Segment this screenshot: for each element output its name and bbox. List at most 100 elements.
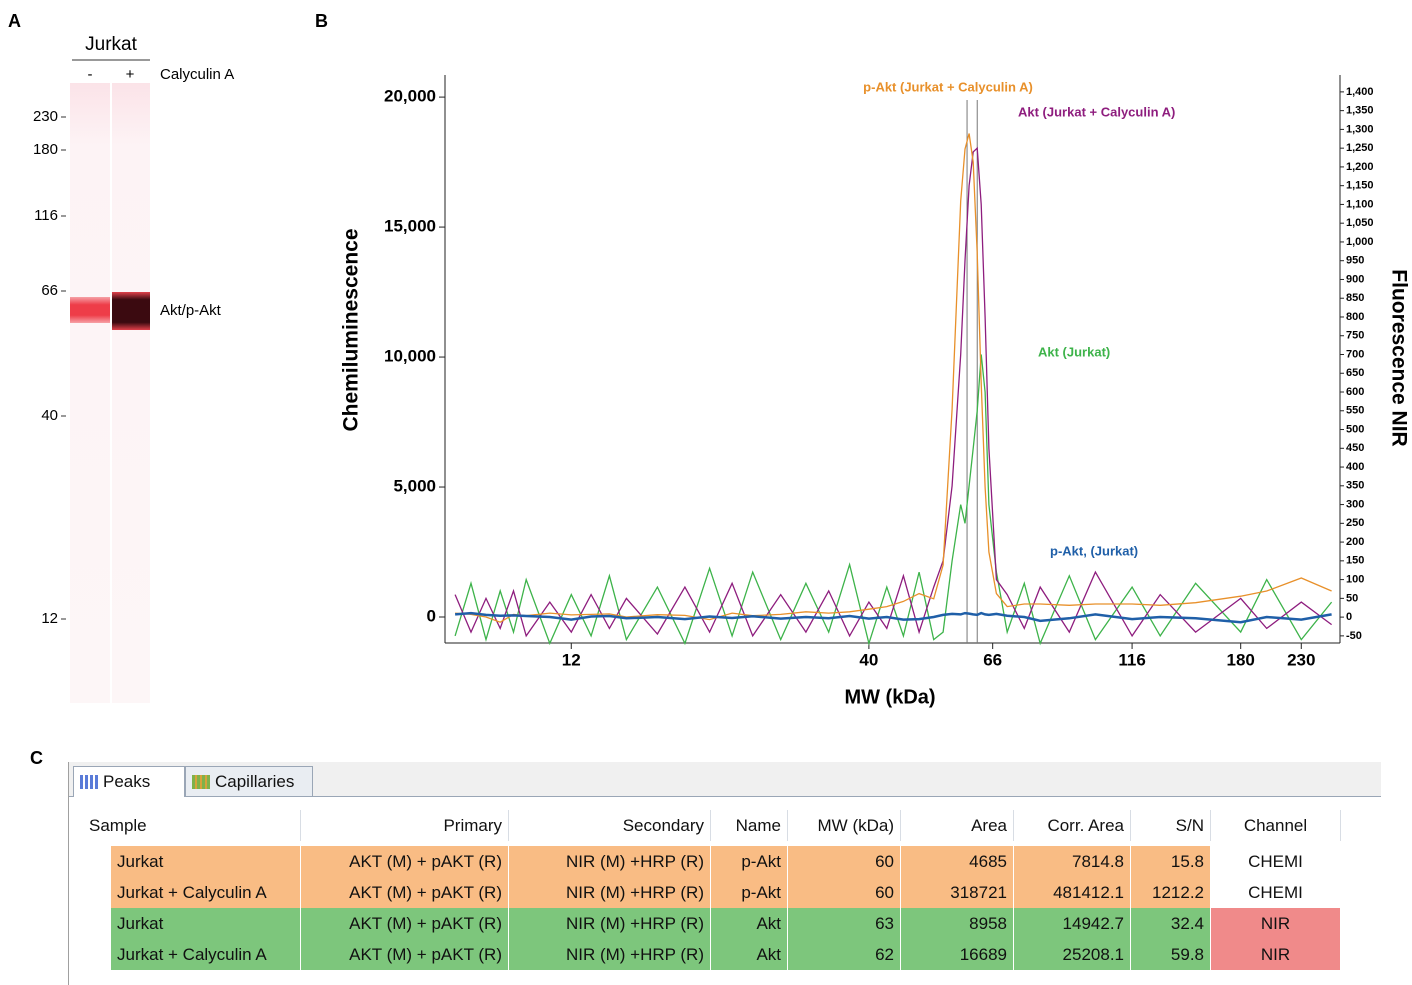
series-line [455,355,1332,644]
gel-band [112,292,150,330]
y-tick-label: 15,000 [384,217,436,236]
page: {"panel_a": {"letter": "A", "sample": "J… [0,0,1412,985]
y2-tick-label: 200 [1346,536,1364,548]
table-cell: NIR (M) +HRP (R) [509,846,711,877]
table-cell: AKT (M) + pAKT (R) [301,939,509,970]
gel-mw-label: 230 [33,108,58,125]
table-cell: 60 [788,846,901,877]
gel-mw-label: 180 [33,141,58,158]
table-cell: 62 [788,939,901,970]
table-cell: 32.4 [1131,908,1211,939]
gel-lane [112,83,150,703]
y2-tick-label: 850 [1346,292,1364,304]
table-cell: 14942.7 [1014,908,1131,939]
column-header: MW (kDa) [788,810,901,841]
y2-tick-label: 500 [1346,423,1364,435]
column-header: Channel [1211,810,1341,841]
y2-tick-label: -50 [1346,630,1362,642]
table-cell: 25208.1 [1014,939,1131,970]
y2-tick-label: 1,050 [1346,217,1374,229]
table-cell: AKT (M) + pAKT (R) [301,877,509,908]
y2-tick-label: 0 [1346,611,1352,623]
treatment-label: Calyculin A [160,66,234,83]
y2-tick-label: 800 [1346,311,1364,323]
y2-tick-label: 300 [1346,498,1364,510]
tab-icon [192,775,210,789]
y2-tick-label: 1,000 [1346,236,1374,248]
y-tick-label: 0 [427,606,436,625]
y2-tick-label: 400 [1346,461,1364,473]
table-cell: Jurkat + Calyculin A [111,877,301,908]
table-cell: Jurkat + Calyculin A [111,939,301,970]
y2-tick-label: 900 [1346,273,1364,285]
tab[interactable]: Capillaries [185,766,313,796]
y2-tick-label: 950 [1346,255,1364,267]
y-axis-title: Chemiluminescence [340,228,363,431]
table-cell: 63 [788,908,901,939]
y2-tick-label: 100 [1346,574,1364,586]
y2-tick-label: 350 [1346,480,1364,492]
tab[interactable]: Peaks [73,766,185,797]
gel-lane [70,83,110,703]
table-cell: 481412.1 [1014,877,1131,908]
table-cell: 15.8 [1131,846,1211,877]
series-line [455,148,1332,636]
x-tick-label: 66 [983,650,1002,669]
y2-tick-label: 150 [1346,555,1364,567]
y2-tick-label: 750 [1346,330,1364,342]
table-cell: Akt [711,908,788,939]
y-tick-label: 10,000 [384,347,436,366]
panel-letter: B [315,11,328,31]
table-cell: 59.8 [1131,939,1211,970]
lane-label: + [126,66,135,83]
series-label: p-Akt, (Jurkat) [1050,543,1138,558]
x-tick-label: 180 [1227,650,1255,669]
table-cell: p-Akt [711,846,788,877]
figure: A Jurkat - + Calyculin A Akt/p-Akt 23018… [0,0,1412,740]
y2-tick-label: 50 [1346,592,1358,604]
series-label: Akt (Jurkat) [1038,344,1110,359]
table-cell: NIR [1211,908,1341,939]
y-tick-label: 5,000 [393,477,436,496]
table-cell: Jurkat [111,846,301,877]
x-tick-label: 116 [1118,650,1145,669]
y2-tick-label: 250 [1346,517,1364,529]
table-cell: Jurkat [111,908,301,939]
column-header: S/N [1131,810,1211,841]
y2-tick-label: 1,300 [1346,123,1374,135]
table-cell: p-Akt [711,877,788,908]
y2-tick-label: 650 [1346,367,1364,379]
table-cell: NIR (M) +HRP (R) [509,939,711,970]
column-header: Area [901,810,1014,841]
series-label: p-Akt (Jurkat + Calyculin A) [863,79,1033,94]
column-header: Corr. Area [1014,810,1131,841]
y2-tick-label: 450 [1346,442,1364,454]
x-tick-label: 12 [562,650,581,669]
y2-tick-label: 1,250 [1346,142,1374,154]
table-cell: 4685 [901,846,1014,877]
table-cell: NIR (M) +HRP (R) [509,908,711,939]
table-row: JurkatAKT (M) + pAKT (R)NIR (M) +HRP (R)… [69,908,1381,939]
column-header: Name [711,810,788,841]
table-cell: CHEMI [1211,846,1341,877]
table-cell: NIR [1211,939,1341,970]
series-line [455,134,1332,623]
y2-tick-label: 1,200 [1346,161,1374,173]
gel-mw-label: 40 [41,407,58,424]
gel-mw-label: 66 [41,282,58,299]
tab-label: Peaks [103,772,150,792]
table-cell: 60 [788,877,901,908]
table-cell: 318721 [901,877,1014,908]
y-tick-label: 20,000 [384,87,436,106]
y2-tick-label: 1,350 [1346,105,1374,117]
column-header: Sample [69,810,301,841]
column-header: Primary [301,810,509,841]
tab-bar: Peaks Capillaries [69,762,1381,797]
gel-mw-label: 116 [34,207,58,224]
gel-band [70,297,110,323]
lane-label: - [88,66,93,83]
series-label: Akt (Jurkat + Calyculin A) [1018,104,1175,119]
